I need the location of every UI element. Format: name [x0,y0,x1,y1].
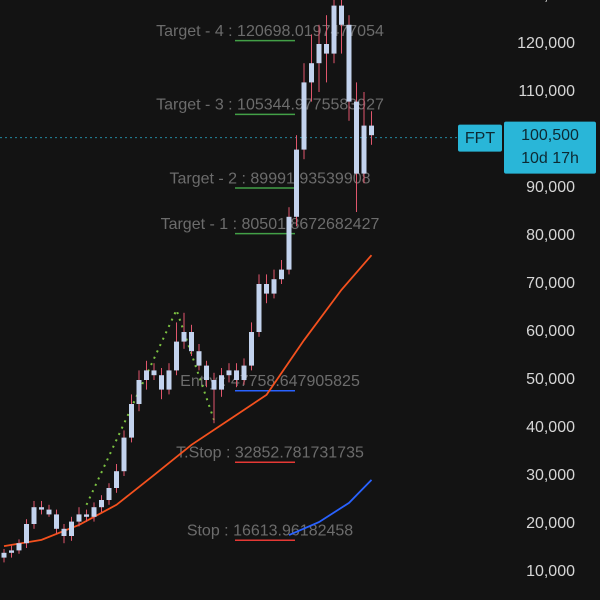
candle-body [113,471,119,489]
candle-body [368,125,374,136]
level-label: Target - 4 : 120698.0197477054 [156,23,384,40]
level-label: Stop : 16613.96182458 [187,522,353,539]
y-tick-label: 120,000 [517,35,575,52]
candles [1,0,374,563]
candle-body [301,82,307,150]
candle-body [143,370,149,381]
candle-body [331,5,337,54]
candle-body [23,524,29,544]
y-tick-label: 60,000 [526,323,575,340]
y-tick-label: 80,000 [526,227,575,244]
candle-body [233,370,239,381]
candle-body [8,550,14,553]
candle-body [353,101,359,174]
candle-body [61,528,67,537]
candle-body [286,216,292,270]
candle-body [263,284,269,294]
price-axis: 10,000 20,000 30,000 40,000 50,000 60,000 70,0… [517,0,575,580]
candle-body [68,521,74,537]
candle-body [53,514,59,529]
candle-body [248,332,254,366]
candle-body [338,5,344,25]
candle-body [256,284,262,333]
candle-body [151,370,157,376]
candle-body [16,543,22,551]
level-label: Target - 3 : 105344.9775583927 [156,97,384,114]
candle-body [91,507,97,517]
candle-body [218,375,224,390]
candle-body [76,514,82,522]
candle-body [46,509,52,515]
candle-body [166,370,172,390]
symbol-box [458,124,502,152]
candle-body [211,380,217,390]
candle-body [121,437,127,472]
candle-body [158,375,164,390]
y-tick-label: 70,000 [526,275,575,292]
y-tick-label: 10,000 [526,563,575,580]
y-tick-label: 90,000 [526,179,575,196]
y-tick-label: 40,000 [526,419,575,436]
level-label: Entry : 47758.647905825 [180,373,360,390]
indicator-line [3,254,373,547]
symbol: FPT [465,130,495,147]
candle-body [136,380,142,405]
candle-body [346,24,352,102]
candle-body [188,332,194,352]
candle-body [271,279,277,294]
candle-body [316,44,322,64]
y-tick-label: 110,000 [518,83,575,100]
candle-body [226,370,232,376]
candle-body [106,488,112,501]
candle-body [98,500,104,508]
indicator-line [85,307,215,506]
candle-body [31,507,37,525]
indicator-line [288,479,373,536]
price-tag: FPT 100,500 10d 17h [458,121,596,174]
candle-body [1,552,7,558]
candle-body [83,514,89,517]
level-label: Target - 2 : 89991.93539908 [169,170,370,187]
candle-body [173,341,179,371]
y-tick-label: 50,000 [526,371,575,388]
candle-body [38,507,44,510]
countdown: 10d 17h [521,150,579,167]
price-box [504,121,596,174]
indicator-lines [3,254,373,547]
level-label: T.Stop : 32852.781731735 [176,445,364,462]
candle-body [308,63,314,83]
candle-body [278,269,284,280]
y-tick-label: 30,000 [526,467,575,484]
y-tick-label: 20,000 [526,515,575,532]
candle-body [196,351,202,366]
candle-body [241,365,247,381]
y-tick-label: 130,000 [517,0,575,4]
candle-body [181,332,187,342]
candle-body [203,365,209,381]
candle-body [128,404,134,438]
level-label: Target - 1 : 80501.8672682427 [161,216,380,233]
candle-body [293,149,299,217]
price-label: 100,500 [521,127,579,144]
candle-body [361,125,367,174]
candle-body [323,44,329,54]
levels: Target - 4 : 120698.0197477054 Target - 3… [0,23,458,542]
